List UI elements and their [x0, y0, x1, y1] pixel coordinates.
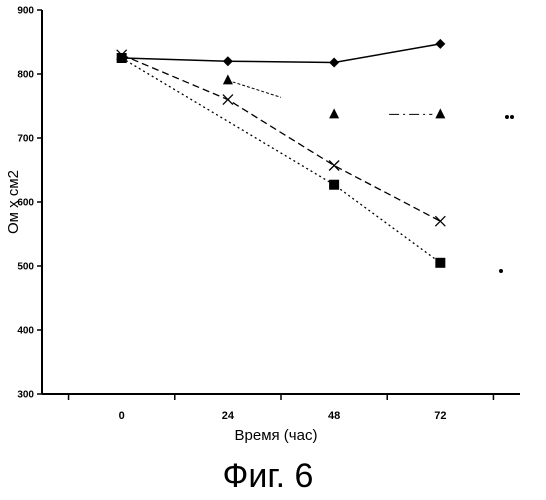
- x-tick-label: 0: [119, 410, 125, 422]
- x-tick-label: 72: [434, 410, 446, 422]
- stray-marks: [499, 115, 514, 273]
- data-point: [329, 161, 339, 171]
- stray-dot: [499, 269, 503, 273]
- y-axis-title: Ом х см2: [5, 170, 22, 234]
- data-point: [117, 53, 127, 63]
- y-tick-label: 800: [17, 70, 34, 81]
- data-point: [329, 180, 339, 190]
- series-line: [122, 58, 441, 263]
- data-point: [435, 108, 445, 118]
- data-point: [435, 216, 445, 226]
- data-point: [329, 108, 339, 118]
- y-tick-label: 500: [17, 262, 34, 273]
- y-tick-label: 300: [17, 390, 34, 401]
- y-tick-label: 700: [17, 134, 34, 145]
- y-tick-label: 900: [17, 6, 34, 17]
- series-line: [122, 55, 441, 221]
- series-line: [228, 80, 281, 97]
- data-point: [435, 258, 445, 268]
- figure-caption: Фиг. 6: [223, 457, 314, 495]
- x-ticks: 0 24 48 72: [69, 394, 494, 422]
- x-tick-label: 48: [328, 410, 340, 422]
- series-lines: [122, 44, 441, 263]
- y-tick-label: 400: [17, 326, 34, 337]
- data-point: [329, 57, 339, 67]
- data-point: [223, 95, 233, 105]
- stray-dot: [505, 115, 509, 119]
- x-tick-label: 24: [222, 410, 235, 422]
- series-line: [122, 44, 441, 63]
- data-point: [223, 56, 233, 66]
- stray-dot: [510, 115, 514, 119]
- x-axis-title: Время (час): [235, 427, 318, 444]
- data-point: [223, 74, 233, 84]
- data-point: [435, 39, 445, 49]
